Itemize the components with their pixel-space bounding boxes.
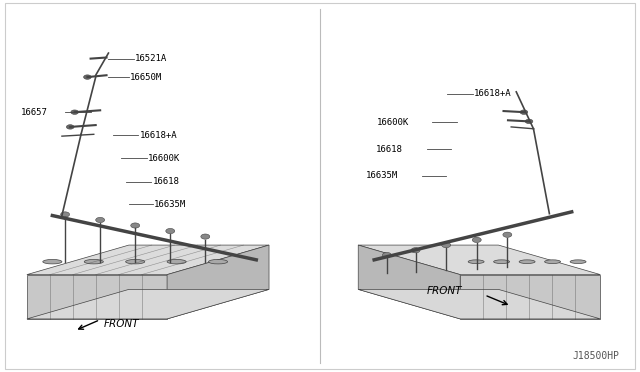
Ellipse shape — [43, 260, 62, 264]
Text: FRONT: FRONT — [427, 286, 463, 296]
Ellipse shape — [209, 260, 228, 264]
Text: 16618: 16618 — [152, 177, 179, 186]
Circle shape — [525, 119, 533, 124]
Polygon shape — [167, 245, 269, 319]
Circle shape — [411, 248, 420, 253]
Circle shape — [96, 217, 104, 222]
Text: 16618+A: 16618+A — [474, 89, 512, 98]
Circle shape — [71, 110, 79, 114]
Polygon shape — [27, 275, 167, 319]
Ellipse shape — [468, 260, 484, 263]
Ellipse shape — [84, 260, 103, 264]
Circle shape — [503, 232, 512, 237]
Text: 16618+A: 16618+A — [140, 131, 177, 140]
Polygon shape — [27, 245, 269, 275]
Circle shape — [520, 110, 528, 114]
Text: 16657: 16657 — [20, 108, 47, 117]
Text: 16600K: 16600K — [148, 154, 180, 163]
Circle shape — [61, 212, 70, 217]
Polygon shape — [460, 275, 600, 319]
Text: FRONT: FRONT — [103, 320, 139, 330]
Ellipse shape — [493, 260, 509, 263]
Ellipse shape — [519, 260, 535, 263]
Text: 16635M: 16635M — [154, 200, 187, 209]
Circle shape — [166, 228, 175, 234]
Polygon shape — [27, 289, 269, 319]
Ellipse shape — [167, 260, 186, 264]
Circle shape — [442, 243, 451, 248]
Text: 16635M: 16635M — [365, 171, 397, 180]
Ellipse shape — [570, 260, 586, 263]
Polygon shape — [358, 245, 600, 275]
Circle shape — [472, 237, 481, 243]
Text: 16618: 16618 — [376, 145, 403, 154]
Polygon shape — [358, 289, 600, 319]
Ellipse shape — [545, 260, 561, 263]
Text: J18500HP: J18500HP — [573, 352, 620, 361]
Circle shape — [84, 75, 92, 79]
Circle shape — [131, 223, 140, 228]
Circle shape — [383, 253, 392, 258]
Circle shape — [67, 125, 74, 129]
Polygon shape — [358, 245, 460, 319]
Ellipse shape — [125, 260, 145, 264]
Text: 16600K: 16600K — [377, 118, 409, 127]
Text: 16650M: 16650M — [130, 73, 163, 81]
Text: 16521A: 16521A — [135, 54, 168, 63]
Circle shape — [201, 234, 210, 239]
